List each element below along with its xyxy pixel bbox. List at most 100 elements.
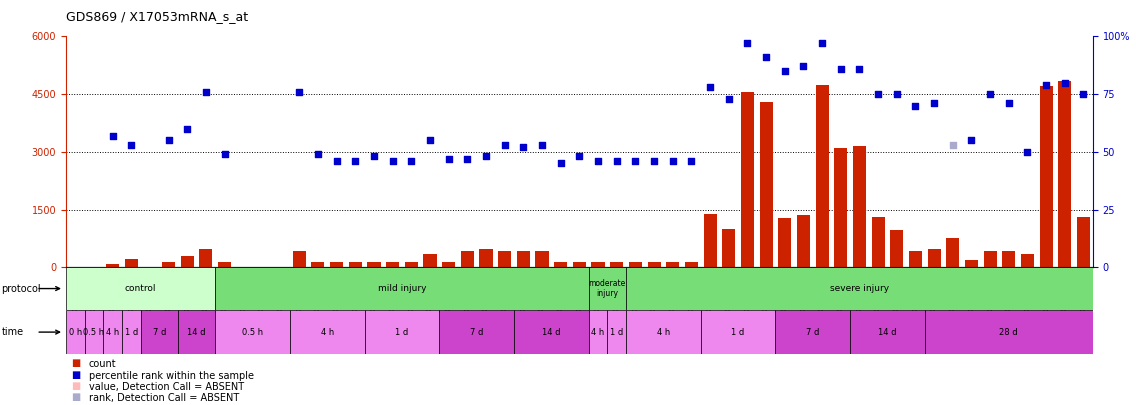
Bar	[573, 262, 586, 267]
Text: 1 d: 1 d	[125, 328, 137, 337]
Bar	[853, 146, 866, 267]
Point	[962, 137, 980, 143]
Bar	[834, 148, 847, 267]
Point	[851, 66, 869, 72]
Point	[197, 89, 215, 95]
Bar	[218, 262, 231, 267]
Bar	[760, 102, 772, 267]
Bar	[703, 214, 717, 267]
Bar	[178, 310, 215, 354]
Bar	[626, 310, 701, 354]
Bar	[796, 215, 810, 267]
Point	[588, 158, 607, 164]
Text: rank, Detection Call = ABSENT: rank, Detection Call = ABSENT	[89, 393, 239, 403]
Text: 4 h: 4 h	[592, 328, 604, 337]
Bar	[928, 249, 941, 267]
Bar	[816, 85, 828, 267]
Bar	[499, 251, 511, 267]
Point	[794, 63, 812, 70]
Text: 1 d: 1 d	[610, 328, 624, 337]
Bar	[181, 256, 194, 267]
Bar	[122, 310, 141, 354]
Point	[123, 142, 141, 148]
Bar	[141, 310, 178, 354]
Point	[944, 142, 962, 148]
Bar	[293, 251, 306, 267]
Bar	[588, 267, 626, 310]
Bar	[311, 262, 325, 267]
Bar	[722, 229, 735, 267]
Bar	[1039, 86, 1053, 267]
Bar	[215, 267, 588, 310]
Bar	[125, 259, 137, 267]
Bar	[162, 262, 175, 267]
Point	[1075, 91, 1093, 97]
Point	[1000, 100, 1018, 107]
Point	[776, 68, 794, 75]
Bar	[891, 230, 903, 267]
Point	[309, 151, 327, 158]
Bar	[701, 310, 776, 354]
Bar	[648, 262, 660, 267]
Point	[907, 102, 925, 109]
Text: ■: ■	[72, 392, 81, 403]
Point	[626, 158, 644, 164]
Text: control: control	[125, 284, 157, 293]
Bar	[106, 264, 119, 267]
Text: 0 h: 0 h	[68, 328, 82, 337]
Point	[421, 137, 440, 143]
Point	[645, 158, 663, 164]
Text: 7 d: 7 d	[152, 328, 166, 337]
Point	[1018, 149, 1036, 155]
Bar	[946, 239, 959, 267]
Text: 0.5 h: 0.5 h	[83, 328, 105, 337]
Point	[757, 54, 775, 60]
Bar	[626, 267, 1093, 310]
Text: 4 h: 4 h	[320, 328, 334, 337]
Point	[365, 153, 383, 160]
Point	[327, 158, 345, 164]
Point	[290, 89, 308, 95]
Bar	[103, 310, 122, 354]
Point	[159, 137, 177, 143]
Point	[925, 100, 943, 107]
Point	[346, 158, 365, 164]
Bar	[84, 310, 103, 354]
Text: protocol: protocol	[1, 284, 41, 294]
Bar	[685, 262, 698, 267]
Bar	[1059, 81, 1071, 267]
Bar	[442, 262, 456, 267]
Point	[533, 142, 551, 148]
Point	[1055, 79, 1074, 86]
Text: ■: ■	[72, 358, 81, 369]
Bar	[215, 310, 290, 354]
Bar	[1002, 251, 1016, 267]
Point	[402, 158, 420, 164]
Text: 28 d: 28 d	[1000, 328, 1018, 337]
Point	[552, 160, 570, 167]
Point	[982, 91, 1000, 97]
Text: GDS869 / X17053mRNA_s_at: GDS869 / X17053mRNA_s_at	[66, 10, 248, 23]
Bar	[513, 310, 588, 354]
Bar	[741, 92, 754, 267]
Bar	[592, 262, 604, 267]
Text: 7 d: 7 d	[470, 328, 483, 337]
Text: 14 d: 14 d	[878, 328, 896, 337]
Bar	[440, 310, 513, 354]
Point	[384, 158, 402, 164]
Text: 7 d: 7 d	[807, 328, 819, 337]
Text: count: count	[89, 359, 116, 369]
Text: 1 d: 1 d	[732, 328, 745, 337]
Point	[178, 126, 197, 132]
Text: moderate
injury: moderate injury	[588, 279, 626, 298]
Bar	[66, 310, 84, 354]
Point	[1037, 82, 1055, 88]
Point	[103, 132, 122, 139]
Point	[813, 40, 832, 47]
Text: ■: ■	[72, 381, 81, 391]
Bar	[386, 262, 399, 267]
Bar	[608, 310, 626, 354]
Point	[683, 158, 701, 164]
Point	[495, 142, 513, 148]
Point	[887, 91, 905, 97]
